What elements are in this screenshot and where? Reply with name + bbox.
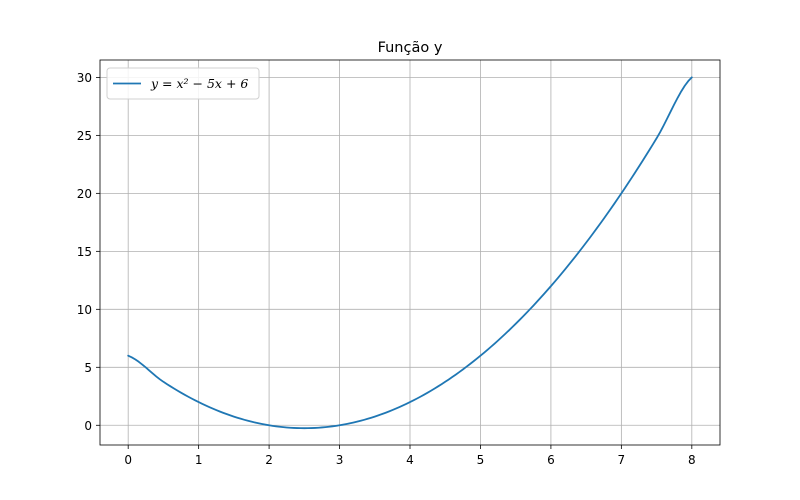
y-tick-label: 0 [84,419,92,433]
y-tick-label: 20 [77,187,92,201]
axes: 0 1 2 3 4 5 6 7 8 0 5 10 15 20 25 30 [77,59,721,467]
legend-label-0: y = x² − 5x + 6 [150,76,248,91]
x-tick-label: 1 [195,453,203,467]
x-tick-label: 6 [547,453,555,467]
x-tick-label: 7 [618,453,626,467]
series-line-0 [127,76,693,430]
x-tick-label: 4 [406,453,414,467]
chart-title: Função y [378,40,443,56]
x-tick-label: 8 [688,453,696,467]
x-tick-label: 3 [336,453,344,467]
grid-lines [100,60,720,445]
y-tick-label: 10 [77,303,92,317]
y-tick-label: 25 [77,129,92,143]
y-tick-label: 5 [84,361,92,375]
series-layer [127,76,693,430]
y-tick-label: 30 [77,71,92,85]
legend-box [106,67,260,100]
x-tick-label: 2 [265,453,273,467]
x-tick-label: 5 [477,453,485,467]
x-tick-label: 0 [124,453,132,467]
y-tick-label: 15 [77,245,92,259]
legend: y = x² − 5x + 6 [106,67,260,100]
